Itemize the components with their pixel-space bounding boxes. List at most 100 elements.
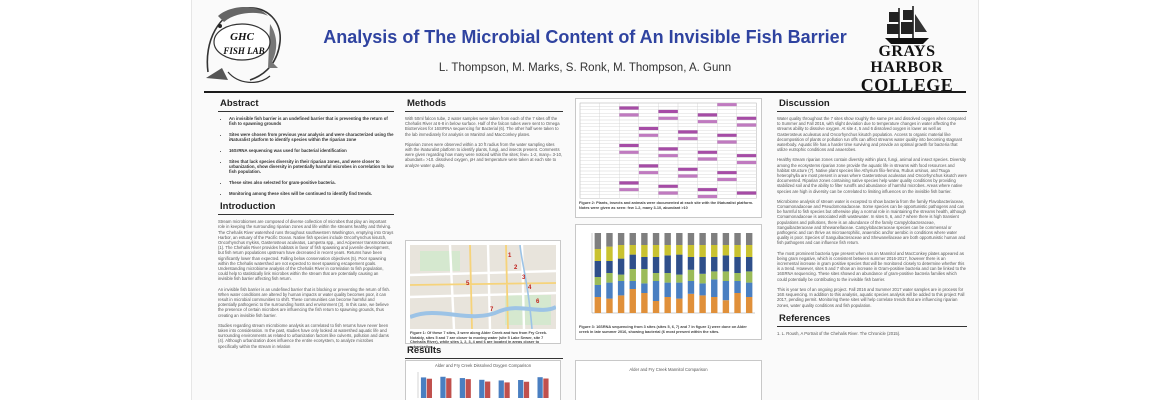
bar-segment xyxy=(734,281,741,293)
table-cell xyxy=(717,177,737,182)
table-cell xyxy=(638,170,659,175)
bar-segment xyxy=(722,255,730,272)
bar xyxy=(504,382,510,398)
figure-3-caption: Figure 3: 16SRNA sequencing from 3 sites… xyxy=(579,325,747,334)
results-section: Results xyxy=(405,345,563,363)
fish-lab-logo-line1: GHC xyxy=(230,31,255,43)
bar-segment xyxy=(676,233,683,245)
bar-segment xyxy=(711,297,718,313)
bar-segment xyxy=(676,298,683,313)
abstract-bullet: These sites also selected for gram-posit… xyxy=(229,180,394,185)
table-cell xyxy=(717,133,737,138)
bar-segment xyxy=(641,283,648,293)
table-cell xyxy=(677,167,698,172)
bar-segment xyxy=(699,233,706,245)
bar-segment xyxy=(652,281,660,301)
bar-segment xyxy=(711,245,718,257)
bar-segment xyxy=(594,297,602,313)
bar-segment xyxy=(652,245,660,257)
bar-segment xyxy=(641,293,648,313)
reference-item: 1. L. Roush, A Portrait of the Chehalis … xyxy=(777,330,901,336)
bar-segment xyxy=(629,269,636,281)
discussion-heading: Discussion xyxy=(777,98,967,112)
map-marker-label: 4 xyxy=(528,285,532,291)
table-cell xyxy=(619,150,639,155)
poster-authors: L. Thompson, M. Marks, S. Ronk, M. Thomp… xyxy=(438,62,732,74)
bar xyxy=(537,377,543,398)
introduction-heading: Introduction xyxy=(218,201,394,216)
bar xyxy=(518,380,524,398)
dissolved-oxygen-plot xyxy=(417,372,549,398)
bar-segment xyxy=(594,277,602,285)
bar-segment xyxy=(617,233,625,245)
dissolved-oxygen-chart: Alder and Fry Creek Dissolved Oxygen Com… xyxy=(405,360,561,400)
bar-segment xyxy=(664,233,671,245)
bar-segment xyxy=(629,233,636,245)
map-marker-label: 7 xyxy=(490,307,494,313)
bar-segment xyxy=(676,254,683,275)
table-cell xyxy=(697,119,718,124)
bar-segment xyxy=(687,269,695,281)
table-cell xyxy=(619,181,639,185)
fish-lab-logo: GHC FISH LAB xyxy=(198,2,286,88)
bar-segment xyxy=(641,257,648,269)
bar xyxy=(426,378,432,398)
bar-segment xyxy=(606,246,613,261)
table-cell xyxy=(736,153,757,158)
map-marker-label: 1 xyxy=(508,253,512,259)
abstract-bullet: Sites that lack species diversity in the… xyxy=(229,159,394,175)
bar-segment xyxy=(617,274,625,281)
figure-1-map: 1 2 3 4 5 6 7 Figure 1: Of these 7 sites… xyxy=(405,240,561,349)
table-cell xyxy=(677,174,698,178)
bar-segment xyxy=(641,269,648,284)
bar-segment xyxy=(676,282,683,299)
bar-segment xyxy=(734,273,741,281)
bar-segment xyxy=(594,285,602,297)
bar-segment xyxy=(652,257,660,273)
site-map: 1 2 3 4 5 6 7 xyxy=(410,245,556,329)
stacked-bar-plot xyxy=(591,233,755,314)
ship-icon xyxy=(885,6,929,44)
figure-3-chart: Figure 3: 16SRNA sequencing from 3 sites… xyxy=(575,224,762,340)
table-cell xyxy=(677,130,698,134)
results-heading: Results xyxy=(405,345,563,359)
fish-lab-logo-line2: FISH LAB xyxy=(222,46,264,56)
bar-segment xyxy=(606,233,613,247)
college-logo-line1: GRAYS HARBOR xyxy=(870,43,944,76)
poster-title: Analysis of The Microbial Content of An … xyxy=(323,27,847,47)
discussion-paragraph: The most prominent bacteria type present… xyxy=(777,250,967,282)
bar-segment xyxy=(664,255,671,273)
bar-segment xyxy=(606,282,613,299)
column-right: Discussion Water quality throughout the … xyxy=(777,98,967,341)
bar-segment xyxy=(699,257,706,274)
table-cell xyxy=(717,102,737,107)
bar-segment xyxy=(676,245,683,255)
table-cell xyxy=(697,113,718,117)
college-logo-line2: COLLEGE xyxy=(860,75,954,95)
bar-segment xyxy=(664,297,671,313)
bar-segment xyxy=(676,274,683,283)
fish-lab-logo-icon: GHC FISH LAB xyxy=(206,6,281,83)
abstract-bullet: An invisible fish barrier is an undefine… xyxy=(229,116,394,127)
bar-segment xyxy=(664,273,671,283)
bar-segment xyxy=(711,279,718,297)
figure-1-caption: Figure 1: Of these 7 sites, 3 were along… xyxy=(410,331,548,349)
bar-segment xyxy=(594,261,602,277)
methods-paragraph: Riparian zones were observed within a 10… xyxy=(405,141,563,168)
table-cell xyxy=(736,191,757,195)
table-cell xyxy=(658,191,679,195)
table-cell xyxy=(717,170,737,175)
bar-segment xyxy=(699,295,706,313)
bar-segment xyxy=(617,258,625,275)
species-observation-table xyxy=(579,102,757,199)
map-marker-label: 5 xyxy=(466,281,470,287)
mannitol-chart: Alder and Fry Creek Mannitol Comparison xyxy=(575,360,762,400)
college-logo: GRAYS HARBOR COLLEGE xyxy=(842,4,972,94)
table-cell xyxy=(736,116,757,121)
table-cell xyxy=(638,133,659,138)
bar-segment xyxy=(606,273,613,283)
bar-segment xyxy=(745,282,753,297)
bar-segment xyxy=(734,233,741,245)
introduction-paragraph: Stream microbiomes are composed of diver… xyxy=(218,219,394,282)
bar-segment xyxy=(606,298,613,313)
